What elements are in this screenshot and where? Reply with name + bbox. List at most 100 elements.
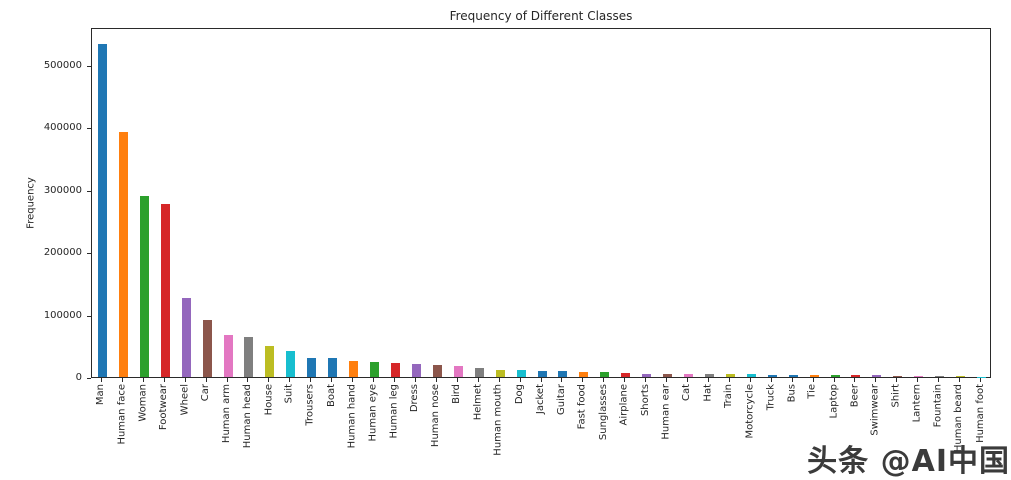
bar — [223, 335, 233, 377]
y-tick-label: 100000 — [43, 309, 82, 321]
x-tick-label: Shorts — [639, 384, 651, 417]
y-tick-mark — [87, 378, 91, 379]
x-tick-mark — [624, 378, 626, 382]
x-tick-label: Jacket — [535, 384, 546, 415]
bar — [181, 298, 191, 377]
bar — [244, 337, 254, 377]
y-tick-label: 200000 — [43, 247, 82, 258]
x-tick-label: Wheel — [179, 384, 191, 416]
x-tick-mark — [498, 378, 500, 382]
bar — [684, 373, 693, 377]
x-tick-label: Footwear — [158, 384, 170, 431]
bar — [349, 361, 359, 377]
x-tick-label: Suit — [283, 384, 295, 404]
x-tick-mark — [121, 378, 123, 382]
x-tick-mark — [540, 378, 542, 382]
bar — [97, 43, 107, 377]
x-tick-label: Tie — [807, 384, 819, 399]
x-tick-label: Human eye — [367, 384, 379, 442]
bar — [202, 319, 212, 377]
x-tick-mark — [456, 378, 458, 382]
y-tick-mark — [87, 315, 91, 317]
x-tick-label: Shirt — [890, 384, 902, 408]
x-tick-label: Bird — [451, 384, 463, 404]
x-tick-mark — [854, 378, 856, 382]
x-tick-label: Human leg — [388, 384, 400, 439]
x-tick-label: Guitar — [555, 384, 567, 416]
x-tick-mark — [310, 378, 312, 382]
bar — [537, 371, 547, 377]
x-tick-mark — [728, 378, 730, 382]
x-tick-mark — [142, 378, 144, 382]
x-tick-label: Helmet — [472, 384, 484, 421]
y-tick-label: 500000 — [43, 59, 82, 71]
x-tick-mark — [603, 378, 605, 382]
x-tick-mark — [247, 378, 249, 382]
x-tick-label: Laptop — [828, 384, 840, 419]
bar — [474, 368, 484, 377]
bar — [704, 374, 714, 377]
x-tick-label: Airplane — [618, 384, 630, 426]
bar — [265, 345, 275, 377]
bar — [516, 370, 526, 377]
bar — [914, 375, 924, 377]
bar — [328, 358, 338, 377]
x-tick-mark — [875, 378, 877, 382]
x-tick-mark — [373, 378, 375, 382]
y-tick-mark — [87, 128, 91, 129]
chart-title: Frequency of Different Classes — [449, 9, 633, 23]
x-tick-mark — [917, 378, 919, 382]
bar — [495, 369, 505, 377]
x-tick-label: Truck — [765, 384, 777, 411]
bar — [621, 372, 631, 377]
x-tick-label: Fast food — [576, 384, 588, 430]
x-tick-mark — [519, 378, 521, 382]
x-tick-label: Beer — [848, 384, 860, 408]
x-tick-label: Lantern — [911, 384, 923, 423]
x-tick-label: Fountain — [932, 384, 944, 428]
bar — [160, 203, 170, 377]
y-tick-label: 0 — [75, 372, 82, 383]
bar — [725, 374, 735, 377]
x-tick-label: Human head — [241, 384, 253, 449]
x-tick-mark — [352, 378, 354, 382]
bar — [977, 376, 987, 377]
x-tick-mark — [645, 378, 647, 382]
bar — [809, 374, 819, 377]
x-tick-mark — [477, 378, 479, 382]
bar — [788, 374, 798, 377]
y-tick-mark — [87, 190, 91, 192]
x-tick-label: Train — [723, 384, 735, 408]
y-tick-mark — [87, 253, 91, 254]
x-tick-label: Car — [200, 384, 212, 402]
bar — [600, 372, 610, 377]
x-tick-label: Human arm — [221, 384, 233, 444]
x-tick-mark — [687, 378, 688, 382]
y-tick-label: 400000 — [43, 122, 82, 133]
bar — [307, 357, 317, 377]
x-tick-mark — [666, 378, 668, 382]
bar — [956, 376, 966, 377]
x-tick-mark — [749, 378, 751, 382]
bar — [746, 374, 756, 377]
bar — [390, 363, 400, 377]
x-tick-mark — [435, 378, 437, 382]
x-tick-label: Dog — [514, 384, 526, 405]
y-tick-mark — [87, 65, 91, 67]
x-tick-mark — [100, 378, 102, 382]
x-tick-mark — [184, 378, 186, 382]
bar — [830, 375, 840, 377]
y-tick-label: 300000 — [43, 184, 82, 196]
x-tick-mark — [163, 378, 165, 382]
bar — [139, 196, 149, 377]
x-tick-mark — [959, 378, 961, 382]
x-tick-label: Human nose — [430, 384, 442, 448]
x-tick-label: Boat — [325, 384, 337, 408]
x-tick-mark — [393, 378, 395, 382]
bar — [432, 365, 442, 377]
x-tick-label: Human mouth — [493, 384, 505, 456]
x-tick-label: Human ear — [660, 384, 672, 440]
x-tick-mark — [289, 378, 291, 382]
x-tick-mark — [414, 378, 416, 382]
